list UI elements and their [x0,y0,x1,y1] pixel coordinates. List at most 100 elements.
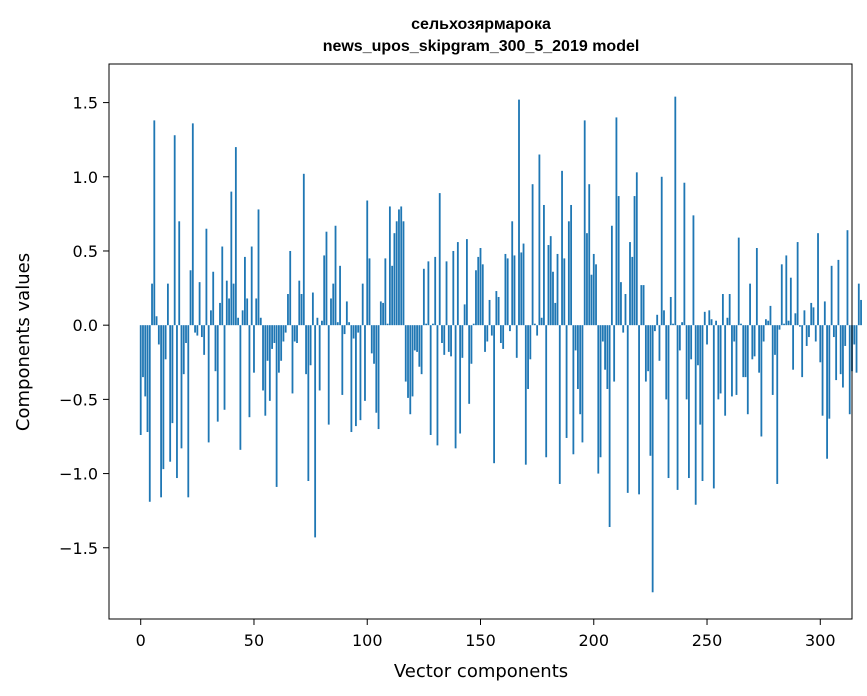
bar-component-18 [180,325,183,449]
bar-component-214 [624,294,627,326]
bar-component-280 [774,325,776,355]
bar-component-237 [676,325,679,490]
bar-component-10 [162,325,165,470]
bar-component-139 [454,325,457,449]
bar-component-228 [656,314,659,326]
bar-component-95 [355,325,357,427]
bar-component-297 [812,307,815,326]
bar-component-128 [429,325,432,435]
bar-component-289 [794,313,797,326]
bar-component-316 [855,325,858,373]
bar-component-311 [844,325,847,346]
bar-component-179 [545,325,548,458]
bar-component-149 [477,256,480,326]
bar-component-9 [160,325,162,498]
bar-component-153 [486,325,489,342]
bar-component-141 [459,325,462,434]
bar-component-264 [737,237,740,326]
bar-component-245 [694,325,697,505]
bar-component-12 [166,283,169,326]
bar-component-253 [712,325,715,489]
bars-group [139,96,862,593]
bar-component-182 [552,271,554,326]
y-tick-label: −0.5 [59,390,98,409]
bar-component-70 [298,280,301,326]
bar-component-84 [330,298,332,326]
bar-component-284 [783,323,785,326]
bar-component-47 [246,298,249,326]
bar-component-98 [361,283,364,326]
chart-subtitle: news_upos_skipgram_300_5_2019 model [323,38,640,55]
bar-component-28 [203,325,206,355]
bar-component-40 [230,191,233,326]
bar-component-102 [370,325,373,354]
bar-component-79 [318,325,321,391]
bar-component-194 [579,325,582,415]
y-tick-label: 1.5 [73,94,98,113]
bar-component-104 [375,325,378,413]
bar-component-73 [305,325,307,375]
bar-component-35 [219,302,221,326]
y-axis: −1.5 −1.0 −0.5 0.0 0.5 1.0 1.5 [59,94,109,558]
bar-component-37 [223,325,226,410]
bar-component-173 [531,184,534,326]
bar-component-223 [644,325,647,382]
bar-component-305 [830,265,833,326]
bar-component-75 [309,325,312,366]
bar-component-248 [701,325,704,481]
x-tick-label: 150 [465,631,496,650]
bar-component-254 [715,320,717,326]
bar-component-134 [443,325,446,355]
bar-component-257 [721,294,724,326]
bar-component-287 [789,277,792,326]
bar-component-181 [549,236,552,326]
bar-component-13 [169,325,172,462]
bar-component-178 [543,204,545,326]
bar-component-4 [148,325,151,502]
bar-component-29 [205,228,208,326]
x-tick-label: 50 [244,631,264,650]
bar-component-54 [262,325,264,391]
bar-component-202 [597,325,600,474]
bar-component-113 [395,221,398,326]
bar-component-90 [343,325,346,335]
bar-component-94 [352,325,355,339]
bar-component-16 [176,325,178,479]
bar-component-66 [289,250,292,326]
bar-component-184 [556,253,559,326]
bar-component-133 [441,325,443,343]
bar-component-238 [678,325,681,351]
bar-component-148 [475,270,477,326]
y-tick-label: 0.5 [73,242,98,261]
bar-component-115 [400,206,403,326]
bar-component-292 [801,325,804,378]
bar-component-172 [529,325,532,360]
bar-component-177 [540,317,543,326]
bar-component-56 [266,325,269,361]
bar-component-83 [327,325,330,425]
bar-component-309 [839,325,842,375]
bar-component-318 [860,299,862,326]
bar-component-129 [432,323,434,326]
bar-component-286 [787,320,790,326]
bar-component-174 [533,323,536,326]
y-tick-label: −1.5 [59,539,98,558]
bar-component-44 [239,325,242,450]
bar-component-199 [590,274,593,326]
bar-component-227 [654,325,656,332]
bar-component-215 [626,325,629,493]
bar-component-108 [384,258,387,326]
bar-component-290 [796,242,799,326]
bar-component-17 [178,221,181,326]
bar-component-246 [697,325,699,366]
bar-component-307 [835,325,838,381]
bar-component-278 [769,305,772,326]
bar-component-192 [574,325,577,351]
bar-component-160 [502,325,505,349]
bar-component-67 [291,325,294,394]
bar-component-142 [461,325,464,358]
bar-component-71 [300,294,303,326]
bar-component-74 [307,325,310,481]
bar-component-271 [753,325,756,357]
bar-component-38 [225,280,228,326]
